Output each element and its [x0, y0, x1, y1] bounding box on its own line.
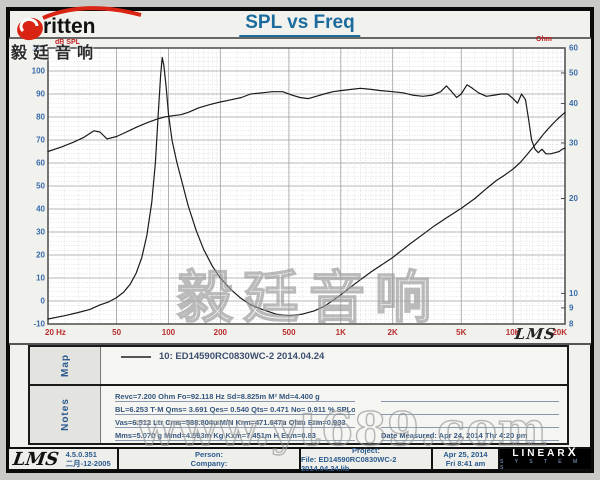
svg-text:30: 30: [36, 228, 45, 237]
svg-text:20: 20: [36, 251, 45, 260]
left-axis-unit-label: dB SPL: [55, 39, 80, 46]
svg-text:8: 8: [569, 320, 574, 329]
logo-text: ritten: [43, 15, 96, 38]
company-label: Company:: [190, 459, 228, 468]
svg-text:50: 50: [569, 68, 578, 77]
svg-text:0: 0: [41, 297, 46, 306]
svg-text:500: 500: [282, 328, 296, 337]
svg-text:20K: 20K: [552, 328, 567, 337]
svg-text:20 Hz: 20 Hz: [45, 328, 66, 337]
person-label: Person:: [195, 450, 223, 459]
svg-text:50: 50: [112, 328, 121, 337]
svg-text:110: 110: [32, 44, 45, 53]
spl-freq-chart: 110 100 90 80 70 60 50 40 30 20 10 0 -10 60 50 40 30 20 10…: [9, 37, 591, 345]
svg-text:200: 200: [214, 328, 228, 337]
svg-text:60: 60: [569, 44, 578, 53]
linearx-brand: LINEARX S Y S T E M S: [500, 445, 591, 471]
notes-line-2: BL=6.253 T·M Qms= 3.691 Qes= 0.540 Qts= …: [115, 402, 559, 415]
footer-bar: LMS 4.5.0.351 二月-12-2005 Person: Company…: [9, 445, 591, 473]
brand-subtitle: S Y S T E M S: [500, 459, 583, 471]
eritten-logo: ritten: [13, 6, 153, 48]
svg-text:2K: 2K: [388, 328, 398, 337]
notes-line-3: Vas=6.512 Ltr Cms=588.804u M/N Krm=471.6…: [115, 415, 559, 428]
report-time: Fri 8:41 am: [445, 459, 486, 468]
svg-text:60: 60: [36, 159, 45, 168]
svg-text:10: 10: [36, 274, 45, 283]
map-panel: Map 10: ED14590RC0830WC-2 2014.04.24: [28, 345, 569, 386]
svg-text:70: 70: [36, 136, 45, 145]
company-name-cn: 毅廷音响: [11, 45, 100, 62]
svg-text:80: 80: [36, 113, 45, 122]
svg-text:100: 100: [162, 328, 176, 337]
project-label: Project:: [352, 445, 380, 455]
svg-text:9: 9: [569, 303, 574, 312]
project-file: File: ED14590RC0830WC-2 2014.04.24.lib: [301, 454, 397, 473]
right-axis-unit-label: Ohm: [536, 36, 552, 43]
svg-text:90: 90: [36, 90, 45, 99]
page-title: SPL vs Freq: [239, 12, 361, 37]
svg-text:-10: -10: [33, 320, 45, 329]
svg-text:10K: 10K: [506, 328, 521, 337]
svg-text:20: 20: [569, 194, 578, 203]
notes-line-1: Revc=7.200 Ohm Fo=92.118 Hz Sd=8.825m M²…: [115, 389, 559, 402]
svg-text:5K: 5K: [456, 328, 466, 337]
svg-text:40: 40: [569, 99, 578, 108]
notes-line-4: Mms=5.070 g Mmd=4.593m Kg Kxm=7.451m H E…: [115, 428, 559, 441]
software-build-date: 二月-12-2005: [65, 459, 111, 468]
svg-text:10: 10: [569, 289, 578, 298]
footer-date-cell: Apr 25, 2014 Fri 8:41 am: [433, 449, 500, 469]
svg-text:40: 40: [36, 205, 45, 214]
notes-panel-label: Notes: [30, 386, 101, 443]
chart-plot-area: 1101009080706050403020100-10605040302010…: [32, 44, 579, 338]
notes-panel: Notes Revc=7.200 Ohm Fo=92.118 Hz Sd=8.8…: [28, 384, 569, 445]
footer-project-cell: Project: File: ED14590RC0830WC-2 2014.04…: [301, 445, 433, 473]
map-panel-label: Map: [30, 347, 101, 384]
svg-text:100: 100: [32, 67, 46, 76]
footer-person-cell: Person: Company:: [119, 449, 301, 469]
legend-line-swatch: [121, 356, 151, 358]
lms-logo: LMS: [11, 448, 61, 470]
lms-chart-mark: LMS: [513, 325, 558, 343]
report-sheet: ritten SPL vs Freq 毅廷音响 110 100 90 80 70 60 50…: [6, 6, 594, 473]
svg-text:30: 30: [569, 138, 578, 147]
svg-text:50: 50: [36, 182, 45, 191]
svg-text:1K: 1K: [336, 328, 346, 337]
legend-entry: 10: ED14590RC0830WC-2 2014.04.24: [159, 351, 325, 362]
brand-name: LINEARX: [512, 445, 579, 459]
software-version: 4.5.0.351: [65, 450, 97, 459]
footer-version-cell: LMS 4.5.0.351 二月-12-2005: [9, 448, 119, 470]
report-date: Apr 25, 2014: [443, 450, 488, 459]
logo-swoosh-icon: [17, 6, 142, 41]
